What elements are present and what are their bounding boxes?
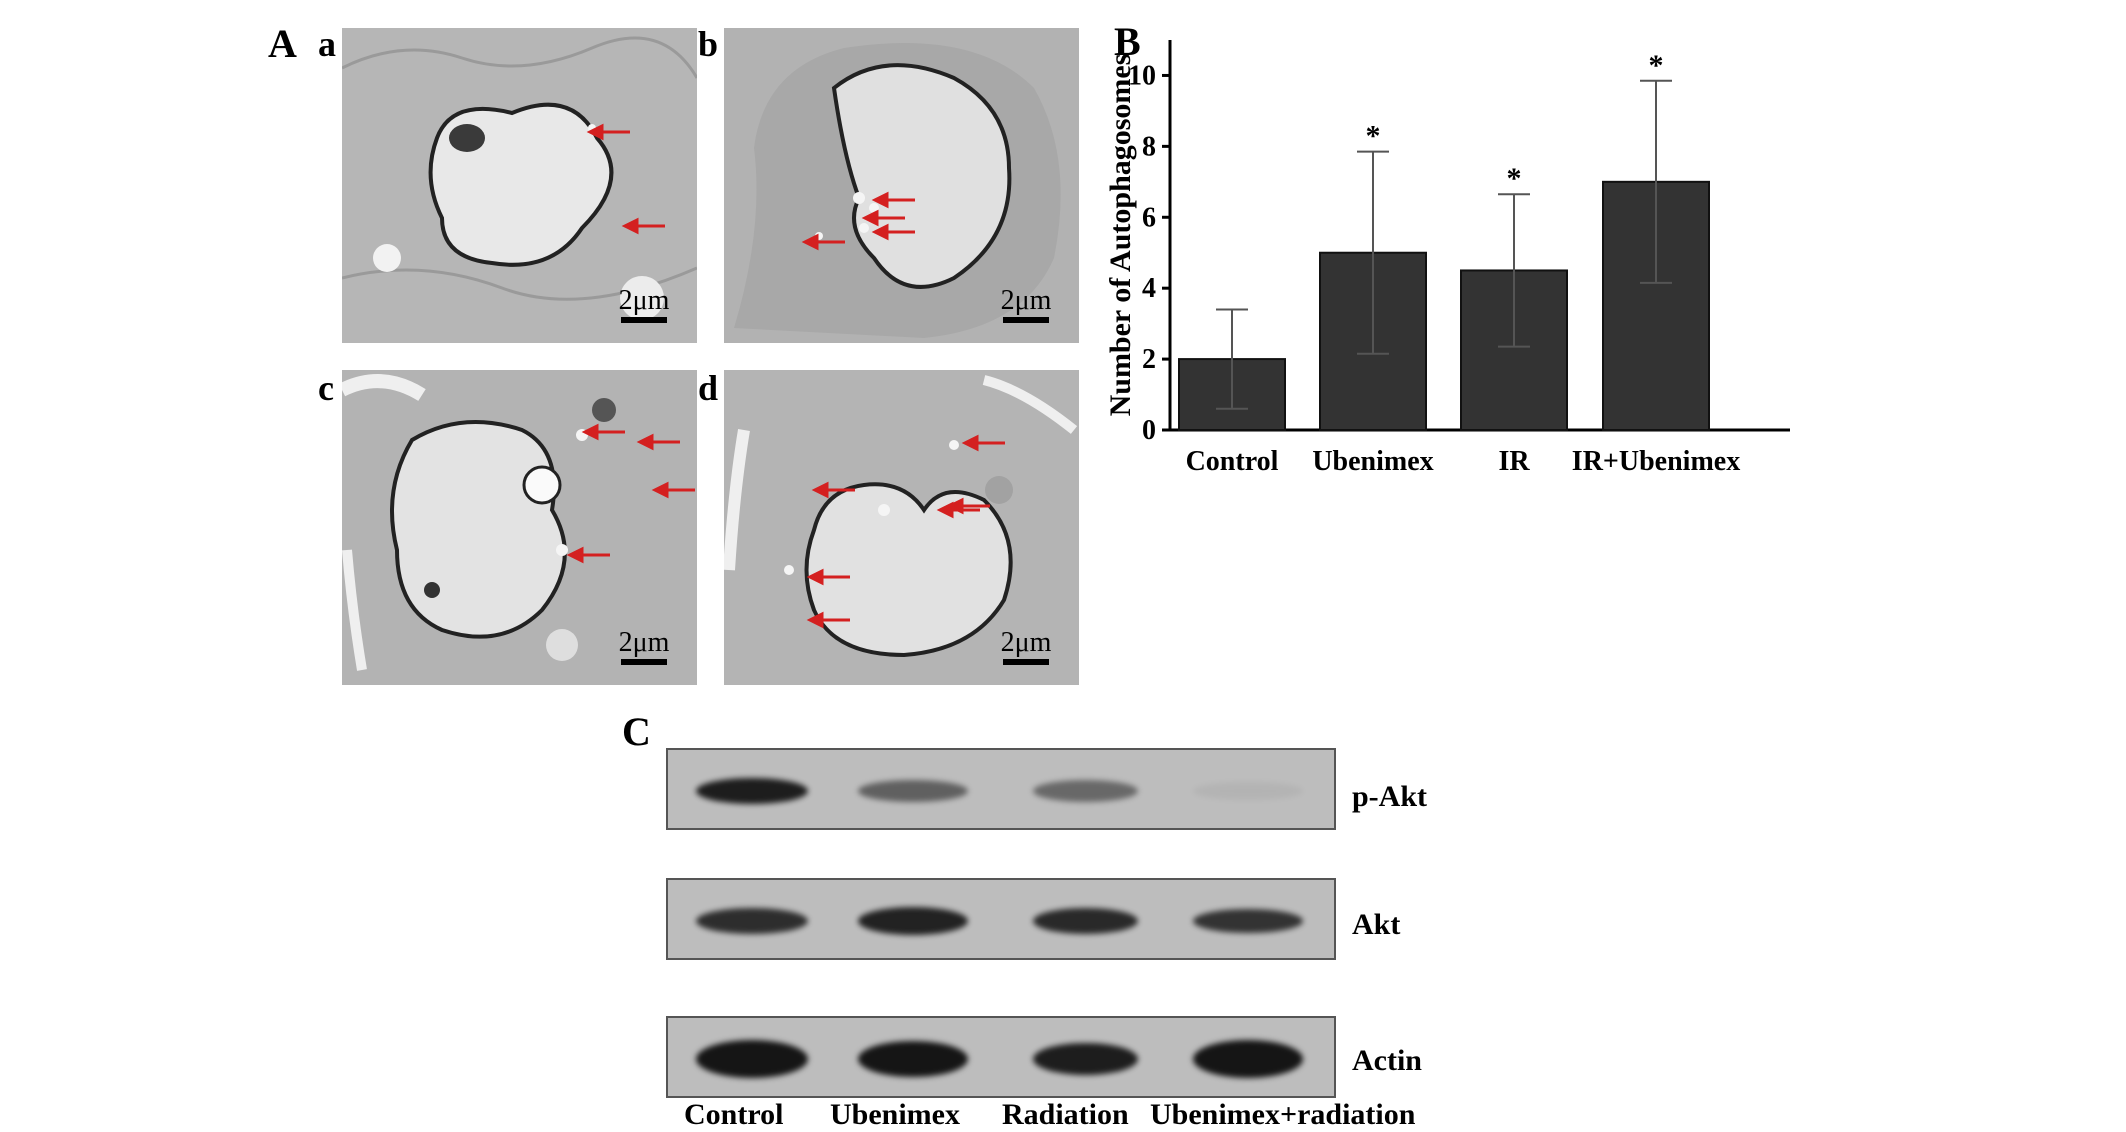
panel-b-letter: B bbox=[1114, 19, 1141, 64]
blot-actin bbox=[666, 1016, 1336, 1098]
significance-marker: * bbox=[1366, 120, 1381, 153]
y-tick-label: 0 bbox=[1142, 415, 1156, 446]
blot-p-akt bbox=[666, 748, 1336, 830]
band bbox=[1033, 908, 1138, 934]
lane-label-control: Control bbox=[684, 1098, 784, 1131]
subpanel-c-letter: c bbox=[318, 368, 334, 408]
y-tick-label: 10 bbox=[1128, 60, 1156, 91]
band bbox=[858, 1041, 968, 1077]
x-tick-label: Ubenimex bbox=[1312, 446, 1433, 477]
y-tick-label: 2 bbox=[1142, 344, 1156, 375]
micrograph-b: 2μm bbox=[724, 28, 1079, 343]
scale-label-d: 2μm bbox=[1000, 627, 1052, 658]
panel-a-letter: A bbox=[268, 21, 297, 66]
x-tick-label: Control bbox=[1186, 446, 1279, 477]
scale-line-c bbox=[621, 659, 667, 665]
y-axis-label: Number of Autophagosomes bbox=[1104, 54, 1137, 417]
micrograph-d: 2μm bbox=[724, 370, 1079, 685]
subpanel-a-letter: a bbox=[318, 24, 336, 64]
band bbox=[858, 780, 968, 802]
band bbox=[1033, 1043, 1138, 1075]
micrograph-c: 2μm bbox=[342, 370, 697, 685]
band bbox=[696, 908, 808, 934]
blot-label-p-akt: p-Akt bbox=[1352, 780, 1428, 813]
band bbox=[1193, 909, 1303, 933]
blot-akt bbox=[666, 878, 1336, 960]
lane-label-ubenimex: Ubenimex bbox=[830, 1098, 960, 1131]
y-tick-label: 4 bbox=[1142, 273, 1156, 304]
scale-label-c: 2μm bbox=[618, 627, 670, 658]
band bbox=[1193, 1040, 1303, 1078]
panel-c-letter: C bbox=[622, 709, 651, 754]
x-tick-label: IR+Ubenimex bbox=[1572, 446, 1740, 477]
x-tick-label: IR bbox=[1498, 446, 1530, 477]
scale-label-b: 2μm bbox=[1000, 285, 1052, 316]
scale-bar-a: 2μm bbox=[609, 287, 679, 323]
y-tick-label: 8 bbox=[1142, 131, 1156, 162]
blot-label-actin: Actin bbox=[1352, 1044, 1422, 1077]
scale-line-b bbox=[1003, 317, 1049, 323]
y-tick-label: 6 bbox=[1142, 202, 1156, 233]
scale-line-d bbox=[1003, 659, 1049, 665]
band bbox=[696, 1040, 808, 1078]
significance-marker: * bbox=[1507, 162, 1522, 195]
subpanel-b-letter: b bbox=[698, 24, 719, 64]
band bbox=[696, 778, 808, 804]
band bbox=[1033, 780, 1138, 802]
significance-marker: * bbox=[1649, 49, 1664, 82]
scale-bar-c: 2μm bbox=[609, 629, 679, 665]
scale-bar-d: 2μm bbox=[991, 629, 1061, 665]
band bbox=[858, 907, 968, 935]
scale-label-a: 2μm bbox=[618, 285, 670, 316]
micrograph-a: 2μm bbox=[342, 28, 697, 343]
band bbox=[1193, 782, 1303, 800]
scale-bar-b: 2μm bbox=[991, 287, 1061, 323]
blot-label-akt: Akt bbox=[1352, 908, 1401, 941]
lane-label-radiation: Radiation bbox=[1002, 1098, 1129, 1131]
subpanel-d-letter: d bbox=[698, 368, 719, 408]
lane-label-ubenimex-radiation: Ubenimex+radiation bbox=[1150, 1098, 1416, 1131]
scale-line-a bbox=[621, 317, 667, 323]
